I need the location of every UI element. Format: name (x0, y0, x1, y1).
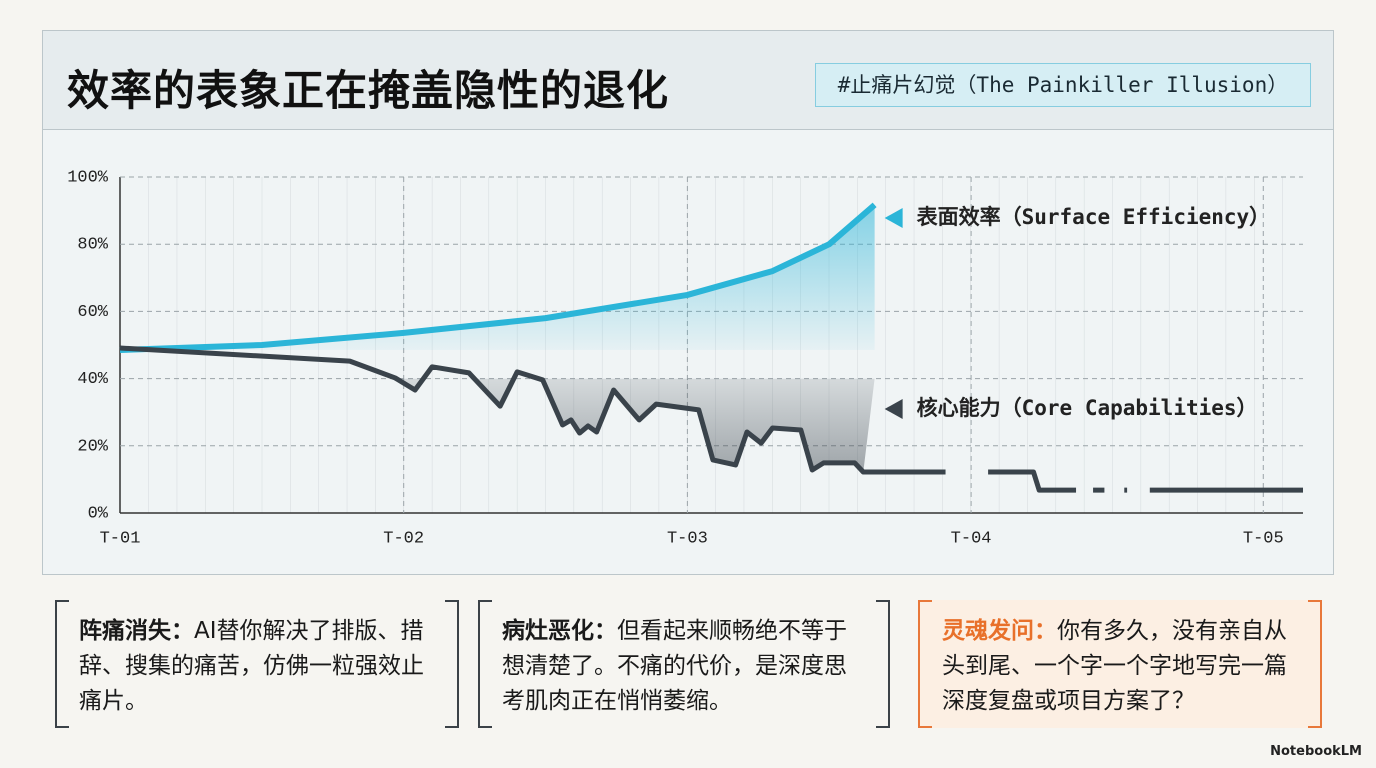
y-tick-label: 60% (77, 303, 108, 322)
card-heading: 病灶恶化： (502, 618, 617, 644)
x-tick-label: T-03 (667, 529, 708, 548)
chart: 0% 20% 40% 60% 80% 100% T-01 T-02 T-03 T-04 T-05 表面… (67, 168, 1303, 548)
header: 效率的表象正在掩盖隐性的退化 #止痛片幻觉（The Painkiller Ill… (43, 31, 1333, 130)
card-heading: 灵魂发问： (942, 618, 1057, 644)
card-text: AI替你解决了排版、措辞、搜集的痛苦，仿佛一粒强效止痛片。 (79, 618, 424, 714)
card: 病灶恶化：但看起来顺畅绝不等于想清楚了。不痛的代价，是深度思考肌肉正在悄悄萎缩。 (478, 600, 890, 728)
card-text: 你有多久，没有亲自从头到尾、一个字一个字地写完一篇深度复盘或项目方案了？ (942, 618, 1287, 714)
x-tick-label: T-05 (1243, 529, 1284, 548)
title: 效率的表象正在掩盖隐性的退化 (67, 66, 670, 115)
y-tick-label: 20% (77, 437, 108, 456)
label-arrow (884, 208, 903, 228)
label-arrow (884, 399, 903, 419)
brand: NotebookLM (1270, 744, 1362, 759)
card-heading: 阵痛消失： (79, 618, 194, 644)
series-line (119, 202, 877, 354)
area-fill (396, 378, 875, 473)
x-tick-label: T-01 (100, 529, 141, 548)
card-text: 但看起来顺畅绝不等于想清楚了。不痛的代价，是深度思考肌肉正在悄悄萎缩。 (502, 618, 847, 714)
card: 阵痛消失：AI替你解决了排版、措辞、搜集的痛苦，仿佛一粒强效止痛片。 (55, 600, 459, 728)
tag: #止痛片幻觉（The Painkiller Illusion） (815, 63, 1311, 107)
x-tick-label: T-02 (383, 529, 424, 548)
series-line (119, 345, 1303, 493)
series-label: 表面效率（Surface Efficiency） (917, 205, 1271, 229)
y-tick-label: 80% (77, 236, 108, 255)
card: 灵魂发问：你有多久，没有亲自从头到尾、一个字一个字地写完一篇深度复盘或项目方案了… (918, 600, 1322, 728)
area-fill (120, 204, 875, 351)
series-label: 核心能力（Core Capabilities） (917, 396, 1258, 420)
y-tick-label: 100% (67, 168, 109, 187)
x-tick-label: T-04 (951, 529, 992, 548)
y-tick-label: 40% (77, 370, 108, 389)
y-tick-label: 0% (88, 504, 109, 523)
